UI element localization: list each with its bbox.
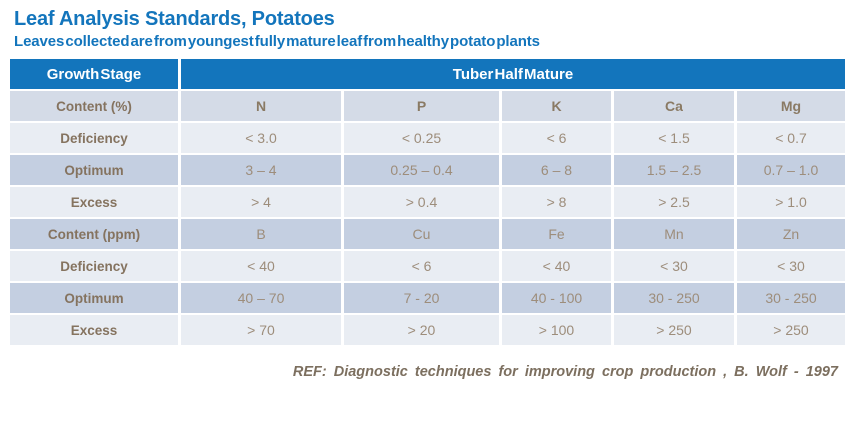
table-cell: > 8	[502, 187, 611, 217]
table-cell: K	[502, 91, 611, 121]
page-title: Leaf Analysis Standards, Potatoes	[14, 8, 335, 30]
table-row: Deficiency < 3.0 < 0.25 < 6 < 1.5 < 0.7	[10, 123, 845, 153]
table-cell: 0.25 – 0.4	[344, 155, 499, 185]
table-cell: 40 - 100	[502, 283, 611, 313]
table-cell: > 100	[502, 315, 611, 345]
table-cell: > 2.5	[614, 187, 734, 217]
table-cell: < 0.25	[344, 123, 499, 153]
row-label: Excess	[10, 187, 178, 217]
table-row: Content (%) N P K Ca Mg	[10, 91, 845, 121]
table-cell: > 250	[614, 315, 734, 345]
table-row: Excess > 70 > 20 > 100 > 250 > 250	[10, 315, 845, 345]
table-cell: Cu	[344, 219, 499, 249]
table-cell: > 0.4	[344, 187, 499, 217]
table-cell: 30 - 250	[737, 283, 845, 313]
table-cell: 0.7 – 1.0	[737, 155, 845, 185]
table-cell: > 70	[181, 315, 341, 345]
table-row: Optimum 3 – 4 0.25 – 0.4 6 – 8 1.5 – 2.5…	[10, 155, 845, 185]
row-label: Excess	[10, 315, 178, 345]
table-cell: < 1.5	[614, 123, 734, 153]
table-cell: N	[181, 91, 341, 121]
table-cell: < 30	[614, 251, 734, 281]
table-cell: 7 - 20	[344, 283, 499, 313]
table-cell: 1.5 – 2.5	[614, 155, 734, 185]
table-cell: 40 – 70	[181, 283, 341, 313]
table-cell: < 40	[181, 251, 341, 281]
table-header-row: Growth Stage Tuber Half Mature	[10, 59, 845, 89]
table-row: Content (ppm) B Cu Fe Mn Zn	[10, 219, 845, 249]
table-cell: < 40	[502, 251, 611, 281]
table-cell: < 6	[344, 251, 499, 281]
table-cell: > 4	[181, 187, 341, 217]
table-cell: 30 - 250	[614, 283, 734, 313]
table-cell: > 20	[344, 315, 499, 345]
table-cell: Mn	[614, 219, 734, 249]
row-label: Optimum	[10, 283, 178, 313]
table-cell: < 0.7	[737, 123, 845, 153]
leaf-analysis-table: Growth Stage Tuber Half Mature Content (…	[7, 57, 848, 347]
table-row: Deficiency < 40 < 6 < 40 < 30 < 30	[10, 251, 845, 281]
row-label: Optimum	[10, 155, 178, 185]
stage-header: Tuber Half Mature	[181, 59, 845, 89]
table-cell: Zn	[737, 219, 845, 249]
table-cell: Fe	[502, 219, 611, 249]
table-cell: Ca	[614, 91, 734, 121]
table-cell: Mg	[737, 91, 845, 121]
reference-citation: REF: Diagnostic techniques for improving…	[292, 364, 838, 380]
table-cell: 6 – 8	[502, 155, 611, 185]
table-cell: < 6	[502, 123, 611, 153]
table-cell: B	[181, 219, 341, 249]
row-label: Deficiency	[10, 251, 178, 281]
table-cell: < 3.0	[181, 123, 341, 153]
row-label: Content (ppm)	[10, 219, 178, 249]
row-label: Content (%)	[10, 91, 178, 121]
table-cell: > 1.0	[737, 187, 845, 217]
table-row: Optimum 40 – 70 7 - 20 40 - 100 30 - 250…	[10, 283, 845, 313]
table-cell: < 30	[737, 251, 845, 281]
table-cell: 3 – 4	[181, 155, 341, 185]
table-cell: P	[344, 91, 499, 121]
table-cell: > 250	[737, 315, 845, 345]
row-label: Deficiency	[10, 123, 178, 153]
table-row: Excess > 4 > 0.4 > 8 > 2.5 > 1.0	[10, 187, 845, 217]
growth-stage-header: Growth Stage	[10, 59, 178, 89]
page-subtitle: Leaves collected are from youngest fully…	[14, 33, 540, 50]
